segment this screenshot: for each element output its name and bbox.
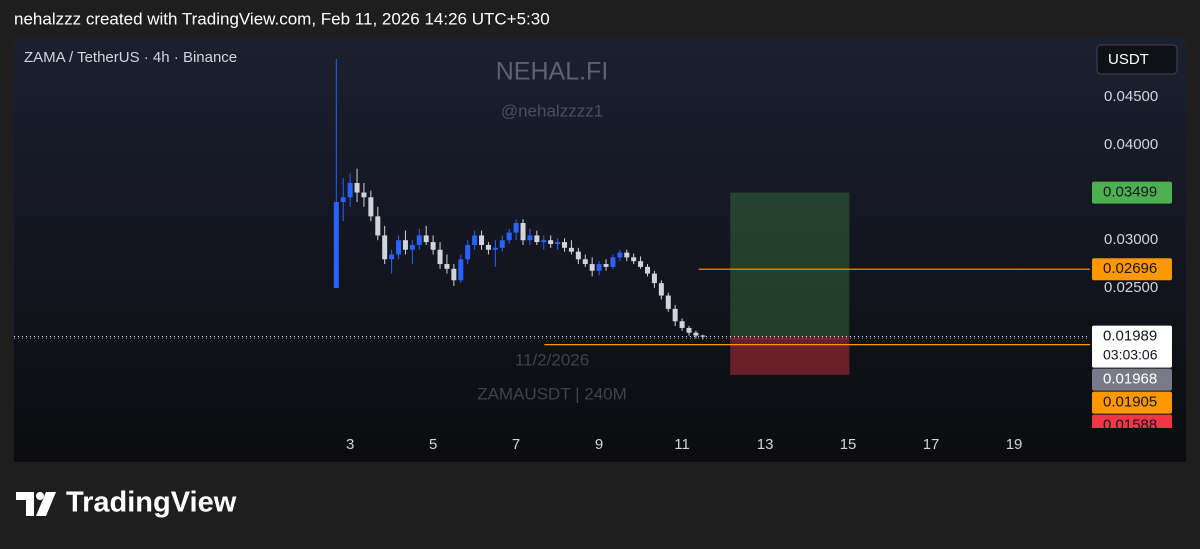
price-label-text: 0.01905 [1103, 394, 1157, 411]
candle-body [409, 244, 415, 250]
price-label-text: 0.01989 [1103, 328, 1157, 345]
candle-body [596, 264, 602, 271]
x-tick-label: 17 [923, 436, 940, 453]
candle-body [693, 332, 699, 336]
chart-panel [14, 38, 1186, 462]
x-tick-label: 3 [346, 436, 354, 453]
candle-body [679, 321, 685, 328]
target-zone [730, 192, 850, 337]
x-tick-label: 9 [595, 436, 603, 453]
price-label [1092, 258, 1172, 281]
candle-body [444, 264, 450, 269]
candle-body [631, 257, 637, 262]
candle-body [548, 240, 554, 245]
candle-body [451, 268, 457, 281]
candle-body [499, 240, 505, 248]
y-tick-label: 0.04000 [1104, 136, 1158, 153]
price-label-text: 0.01588 [1103, 417, 1157, 434]
symbol-watermark: ZAMAUSDT | 240M [477, 384, 627, 403]
candle-body [479, 235, 485, 245]
candle-body [492, 247, 498, 250]
candle-body [555, 242, 561, 245]
candle-body [645, 266, 651, 274]
candle-body [624, 252, 630, 258]
header-text: nehalzzz created with TradingView.com, F… [14, 9, 550, 28]
x-tick-label: 19 [1006, 436, 1023, 453]
x-tick-label: 11 [674, 436, 690, 453]
candle-body [527, 235, 533, 241]
candle-body [658, 283, 664, 296]
candle-body [423, 235, 429, 243]
price-label-text: 0.02696 [1103, 260, 1157, 277]
watermark: NEHAL.FI [496, 58, 609, 86]
candle-body [686, 327, 692, 333]
price-label [1092, 181, 1172, 204]
y-tick-label: 0.03000 [1104, 231, 1158, 248]
candle-body [333, 202, 339, 288]
candle-body [354, 182, 360, 193]
candle-body [472, 235, 478, 245]
price-label [1092, 391, 1172, 414]
price-label [1092, 368, 1172, 391]
candle-body [396, 240, 402, 255]
brand: TradingView [66, 487, 237, 519]
candle-body [541, 240, 547, 243]
x-tick-label: 15 [840, 436, 857, 453]
candle-body [437, 249, 443, 265]
candle-body [368, 197, 374, 217]
currency-button[interactable] [1096, 44, 1178, 75]
countdown: 03:03:06 [1103, 346, 1158, 362]
candle-body [513, 223, 519, 233]
candle-body [638, 261, 644, 267]
candle-body [361, 192, 367, 198]
x-tick-label: 7 [512, 436, 520, 453]
candle-body [575, 251, 581, 260]
tradingview-logo [16, 492, 56, 516]
date-watermark: 11/2/2026 [515, 350, 589, 369]
candle-body [430, 242, 436, 250]
x-tick-label: 13 [757, 436, 774, 453]
candle-body [582, 259, 588, 265]
candle-body [375, 216, 381, 236]
candle-body [485, 244, 491, 250]
candle-body [610, 257, 616, 267]
x-tick-label: 5 [429, 436, 437, 453]
candle-body [589, 264, 595, 271]
y-tick-label: 0.02500 [1104, 279, 1158, 296]
y-tick-label: 0.04500 [1104, 88, 1158, 105]
price-label [1092, 325, 1172, 368]
candle-body [520, 223, 526, 241]
candle-body [562, 242, 568, 248]
candle-body [603, 264, 609, 267]
candle-body [700, 335, 706, 337]
symbol-legend: ZAMA / TetherUS · 4h · Binance [24, 49, 237, 66]
price-label-text: 0.03499 [1103, 184, 1157, 201]
stop-zone [730, 336, 850, 375]
candle-body [416, 235, 422, 245]
candle-body [340, 197, 346, 203]
candle-body [389, 254, 395, 260]
plot [14, 58, 1090, 375]
candle-body [347, 182, 353, 198]
candle-body [568, 247, 574, 252]
candle-body [458, 259, 464, 281]
price-label-text: 0.01968 [1103, 371, 1157, 388]
candle-body [465, 244, 471, 260]
candle-body [506, 232, 512, 241]
candle-body [665, 295, 671, 309]
candle-body [617, 252, 623, 258]
currency-label[interactable]: USDT [1108, 51, 1149, 68]
candle-body [382, 235, 388, 260]
candle-body [534, 235, 540, 243]
candle-body [672, 308, 678, 322]
price-label [1092, 414, 1172, 428]
candle-body [402, 240, 408, 250]
candle-body [651, 273, 657, 284]
watermark-handle: @nehalzzzz1 [501, 101, 603, 120]
